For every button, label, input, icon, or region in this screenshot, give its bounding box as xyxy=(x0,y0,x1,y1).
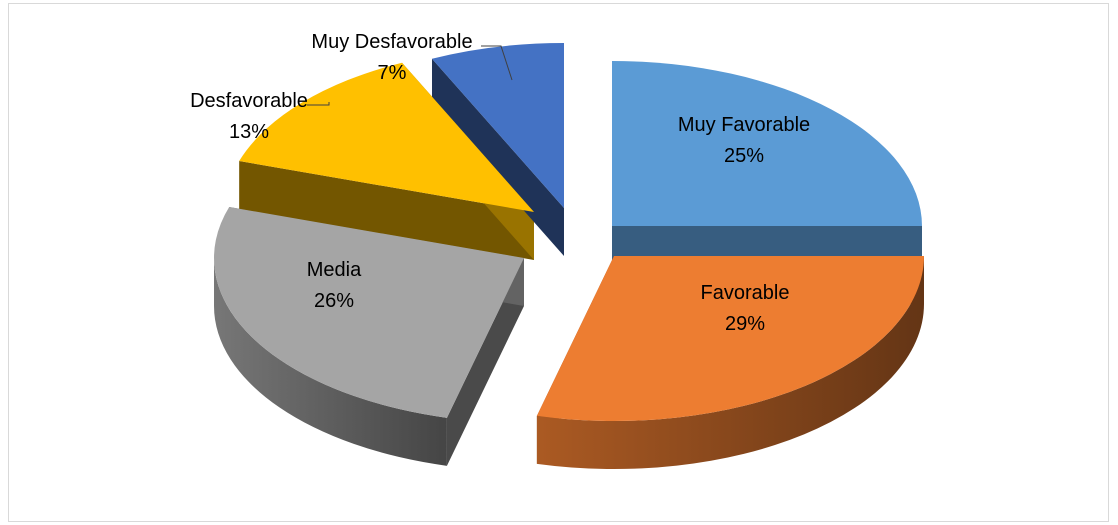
data-label-category: Desfavorable xyxy=(190,90,308,112)
leader-line xyxy=(481,45,513,81)
slice-muy-desfavorable xyxy=(432,43,564,208)
slice-wall-2 xyxy=(213,258,447,466)
data-label-percent: 26% xyxy=(314,290,354,312)
slice-edge-2-0 xyxy=(446,258,524,466)
data-label: Media 26% xyxy=(307,259,362,312)
data-label-percent: 29% xyxy=(725,313,765,335)
pie-chart: Muy Favorable 25% Favorable 29% Media 26% Desf… xyxy=(190,31,924,469)
slice-wall-1 xyxy=(536,256,924,469)
data-label: Favorable 29% xyxy=(701,282,790,335)
slice-desfavorable xyxy=(239,62,534,212)
slice-muy-favorable xyxy=(612,61,922,226)
slice-favorable xyxy=(536,256,924,422)
data-label: Muy Desfavorable 7% xyxy=(311,31,472,84)
data-label-category: Muy Favorable xyxy=(678,114,810,136)
data-label: Muy Favorable 25% xyxy=(678,114,810,167)
slice-tops xyxy=(213,43,924,422)
data-label: Desfavorable 13% xyxy=(190,90,308,143)
data-label-category: Media xyxy=(307,259,362,281)
slice-media xyxy=(213,207,524,418)
data-label-percent: 25% xyxy=(724,145,764,167)
leader-line xyxy=(307,102,330,106)
data-labels: Muy Favorable 25% Favorable 29% Media 26% Desf… xyxy=(190,31,810,335)
chart-area: Muy Favorable 25% Favorable 29% Media 26% Desf… xyxy=(8,3,1109,522)
data-label-category: Muy Desfavorable xyxy=(311,31,472,53)
data-label-category: Favorable xyxy=(701,282,790,304)
slice-edge-3-0 xyxy=(239,161,534,260)
slice-edge-4-0 xyxy=(432,58,564,256)
data-label-percent: 13% xyxy=(229,121,269,143)
data-label-percent: 7% xyxy=(378,62,407,84)
